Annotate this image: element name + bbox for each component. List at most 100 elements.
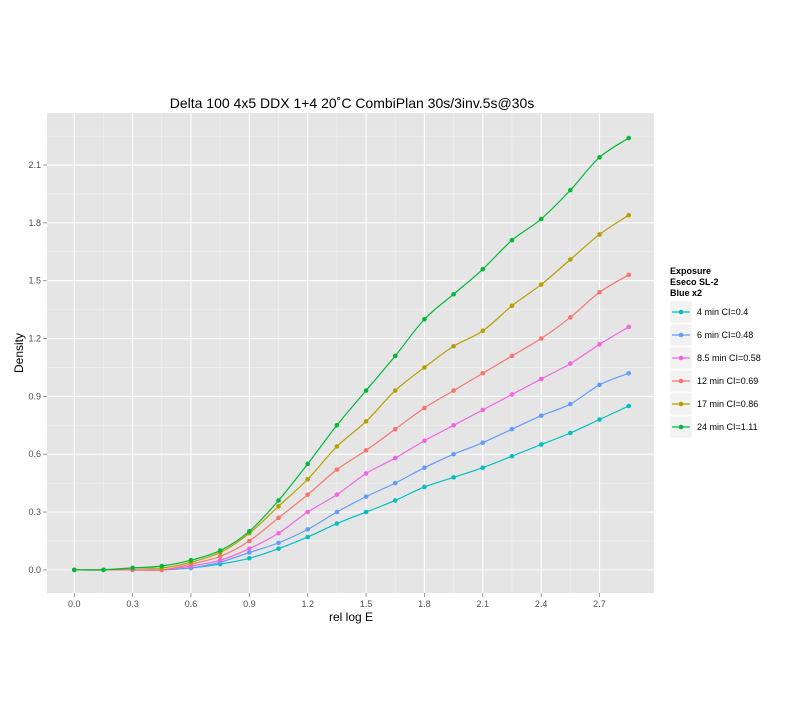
data-point bbox=[305, 476, 310, 482]
series-line bbox=[74, 214, 630, 571]
data-point bbox=[509, 392, 515, 397]
data-point bbox=[363, 471, 369, 476]
y-tick-label: 0.3 bbox=[28, 507, 41, 517]
legend-label: 12 min CI=0.69 bbox=[697, 376, 758, 386]
plot-panel bbox=[47, 113, 654, 593]
data-point bbox=[247, 538, 252, 544]
data-point bbox=[422, 465, 427, 470]
data-point bbox=[159, 563, 165, 569]
data-point bbox=[480, 440, 486, 445]
data-point bbox=[568, 430, 573, 436]
data-point bbox=[392, 353, 398, 359]
data-point bbox=[509, 303, 515, 309]
legend-label: 24 min CI=1.11 bbox=[697, 422, 758, 432]
x-axis-title: rel log E bbox=[329, 610, 373, 624]
data-point bbox=[538, 282, 544, 287]
data-point bbox=[305, 509, 310, 515]
data-point bbox=[568, 361, 573, 366]
y-tick-label: 1.8 bbox=[28, 218, 41, 228]
legend-title-line-3: Blue x2 bbox=[670, 288, 702, 298]
data-point bbox=[305, 492, 310, 497]
legend-label: 4 min CI=0.4 bbox=[697, 307, 748, 317]
x-tick-label: 0.0 bbox=[68, 599, 81, 609]
data-point bbox=[392, 498, 398, 503]
x-tick-label: 2.7 bbox=[593, 599, 606, 609]
x-tick-label: 2.1 bbox=[477, 599, 490, 609]
legend-key-point bbox=[678, 424, 684, 430]
data-point bbox=[392, 480, 398, 486]
data-point bbox=[392, 388, 398, 393]
data-point bbox=[480, 328, 486, 334]
data-point bbox=[101, 567, 106, 573]
data-point bbox=[276, 503, 281, 509]
chart-title: Delta 100 4x5 DDX 1+4 20˚C CombiPlan 30s… bbox=[170, 95, 535, 111]
data-point bbox=[276, 540, 281, 546]
data-point bbox=[363, 388, 369, 393]
data-point bbox=[334, 467, 340, 472]
legend-title-line-1: Exposure bbox=[670, 266, 711, 276]
data-point bbox=[305, 527, 310, 532]
x-axis: 0.0 0.3 0.6 0.9 1.2 1.5 1.8 2.1 2.4 2.7 bbox=[68, 593, 606, 609]
x-tick-label: 0.3 bbox=[126, 599, 139, 609]
data-point bbox=[334, 521, 340, 526]
data-point bbox=[626, 370, 632, 376]
legend-label: 8.5 min CI=0.58 bbox=[697, 353, 761, 363]
data-point bbox=[626, 324, 632, 330]
data-point bbox=[247, 546, 252, 551]
data-point bbox=[568, 315, 573, 320]
data-point bbox=[451, 422, 456, 428]
data-point bbox=[626, 403, 632, 409]
x-tick-label: 1.2 bbox=[301, 599, 314, 609]
data-point bbox=[71, 567, 77, 573]
data-point bbox=[217, 557, 223, 563]
data-point bbox=[451, 291, 456, 297]
legend-key-point bbox=[678, 309, 684, 315]
x-tick-label: 2.4 bbox=[535, 599, 548, 609]
minor-gridlines bbox=[47, 113, 654, 593]
data-point bbox=[597, 289, 602, 295]
data-point bbox=[188, 557, 194, 563]
legend-key-point bbox=[678, 332, 684, 338]
series-line bbox=[74, 137, 630, 571]
data-point bbox=[451, 388, 456, 393]
data-point bbox=[480, 266, 486, 272]
data-point bbox=[509, 453, 515, 459]
data-point bbox=[626, 272, 632, 278]
data-point bbox=[480, 407, 486, 413]
legend-key-point bbox=[678, 378, 684, 384]
data-point bbox=[247, 529, 252, 534]
data-point bbox=[363, 448, 369, 453]
data-point bbox=[451, 343, 456, 349]
legend-title-line-2: Eseco SL-2 bbox=[670, 277, 719, 287]
data-point bbox=[597, 417, 602, 422]
legend-key-point bbox=[678, 401, 684, 407]
data-point bbox=[509, 237, 515, 243]
y-tick-label: 0.6 bbox=[28, 449, 41, 459]
data-point bbox=[597, 155, 602, 160]
series-layer bbox=[71, 135, 632, 573]
y-tick-label: 1.2 bbox=[28, 334, 41, 344]
data-point bbox=[480, 465, 486, 470]
data-point bbox=[597, 342, 602, 347]
data-point bbox=[305, 461, 310, 467]
data-point bbox=[568, 257, 573, 262]
data-point bbox=[422, 316, 427, 322]
legend-key-point bbox=[678, 355, 684, 361]
data-point bbox=[568, 187, 573, 193]
data-point bbox=[334, 509, 340, 515]
data-point bbox=[276, 546, 281, 551]
x-tick-label: 1.8 bbox=[418, 599, 431, 609]
data-point bbox=[392, 455, 398, 461]
data-point bbox=[247, 550, 252, 555]
data-point bbox=[392, 426, 398, 432]
data-point bbox=[509, 426, 515, 432]
y-tick-label: 1.5 bbox=[28, 276, 41, 286]
x-tick-label: 1.5 bbox=[360, 599, 373, 609]
data-point bbox=[538, 216, 544, 222]
data-point bbox=[276, 498, 281, 503]
data-point bbox=[597, 232, 602, 237]
legend-label: 17 min CI=0.86 bbox=[697, 399, 758, 409]
data-point bbox=[363, 494, 369, 499]
data-point bbox=[422, 365, 427, 370]
